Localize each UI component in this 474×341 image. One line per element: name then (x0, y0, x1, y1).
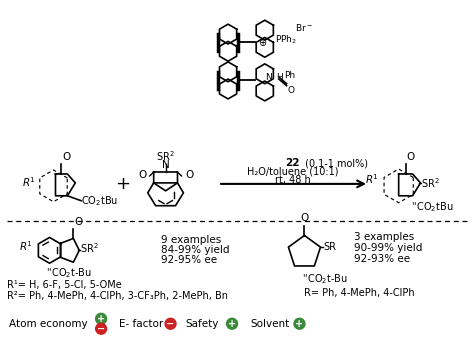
Text: Solvent: Solvent (250, 319, 289, 329)
Text: +: + (116, 175, 130, 193)
Text: N: N (265, 73, 272, 82)
Text: N: N (162, 160, 170, 170)
Circle shape (96, 313, 107, 324)
Text: 3 examples: 3 examples (354, 233, 414, 242)
Text: $\oplus$: $\oplus$ (258, 36, 267, 47)
Text: H₂O/toluene (10:1): H₂O/toluene (10:1) (247, 167, 338, 177)
Polygon shape (219, 79, 237, 99)
Text: 92-95% ee: 92-95% ee (161, 255, 217, 265)
Text: R²= Ph, 4-MePh, 4-ClPh, 3-CF₃Ph, 2-MePh, Bn: R²= Ph, 4-MePh, 4-ClPh, 3-CF₃Ph, 2-MePh,… (7, 291, 228, 301)
Text: SR$^2$: SR$^2$ (80, 241, 99, 255)
Text: ''CO$_2$t-Bu: ''CO$_2$t-Bu (302, 272, 348, 286)
Text: O: O (407, 152, 415, 162)
Text: O: O (63, 152, 71, 162)
Polygon shape (256, 64, 273, 84)
Text: SR: SR (323, 242, 336, 252)
Text: ''CO$_2$tBu: ''CO$_2$tBu (410, 200, 453, 213)
Text: R= Ph, 4-MePh, 4-ClPh: R= Ph, 4-MePh, 4-ClPh (304, 288, 415, 298)
Text: E- factor: E- factor (119, 319, 163, 329)
Text: +: + (228, 319, 236, 329)
Text: rt, 48 h: rt, 48 h (274, 175, 310, 185)
Polygon shape (38, 237, 61, 263)
Polygon shape (219, 24, 237, 44)
Text: PPh$_2$: PPh$_2$ (275, 34, 297, 46)
Circle shape (227, 318, 237, 329)
Text: O: O (301, 212, 309, 223)
Text: ''CO$_2$t-Bu: ''CO$_2$t-Bu (46, 266, 92, 280)
Text: O: O (74, 217, 82, 226)
Text: 92-93% ee: 92-93% ee (354, 254, 410, 264)
Polygon shape (256, 38, 273, 57)
Text: SR$^2$: SR$^2$ (421, 176, 440, 190)
Text: +: + (97, 314, 105, 324)
Text: 22: 22 (285, 158, 300, 168)
Polygon shape (219, 41, 237, 61)
Text: Atom economy: Atom economy (9, 319, 88, 329)
Text: 90-99% yield: 90-99% yield (354, 243, 422, 253)
Polygon shape (219, 62, 237, 82)
Text: H: H (276, 73, 283, 82)
Text: R¹= H, 6-F, 5-Cl, 5-OMe: R¹= H, 6-F, 5-Cl, 5-OMe (7, 280, 122, 290)
Text: SR$^2$: SR$^2$ (156, 149, 175, 163)
Text: −: − (97, 324, 105, 334)
Text: (0.1-1 mol%): (0.1-1 mol%) (302, 158, 368, 168)
Text: R$^1$: R$^1$ (22, 175, 36, 189)
Polygon shape (256, 81, 273, 101)
Circle shape (165, 318, 176, 329)
Text: Ph: Ph (284, 71, 296, 80)
Polygon shape (256, 20, 273, 40)
Text: Safety: Safety (185, 319, 219, 329)
Text: 84-99% yield: 84-99% yield (161, 246, 229, 255)
Text: CO$_2$tBu: CO$_2$tBu (81, 194, 118, 208)
Text: O: O (138, 170, 147, 180)
Text: R$^1$: R$^1$ (19, 239, 33, 253)
Text: 9 examples: 9 examples (161, 236, 221, 246)
Text: O: O (288, 86, 294, 95)
Circle shape (96, 323, 107, 334)
Text: Br$^-$: Br$^-$ (294, 22, 312, 33)
Text: −: − (166, 319, 174, 329)
Text: +: + (295, 319, 303, 329)
Text: R$^1$: R$^1$ (365, 172, 378, 186)
Circle shape (294, 318, 305, 329)
Text: O: O (185, 170, 194, 180)
